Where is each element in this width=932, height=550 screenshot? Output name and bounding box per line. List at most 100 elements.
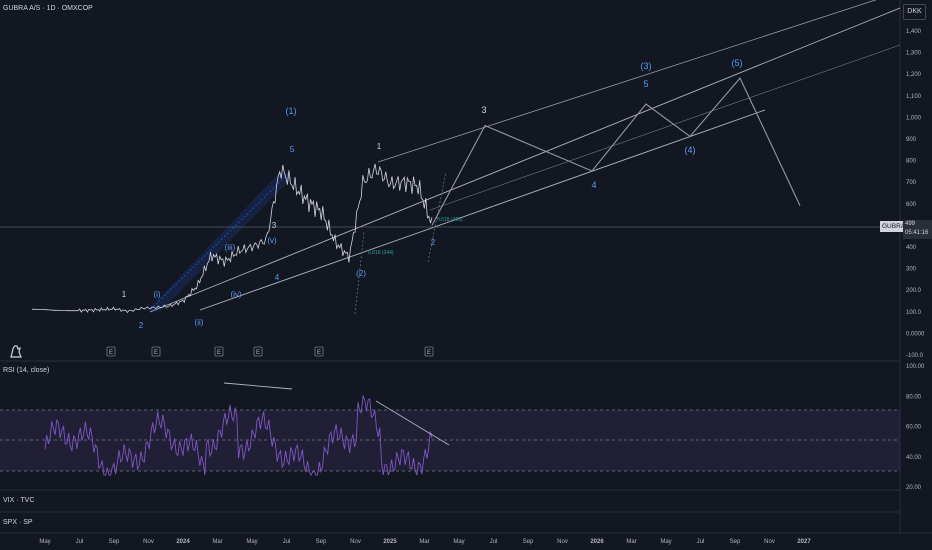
wave-label: 1: [377, 142, 382, 151]
rsi-tick-label: 40.00: [906, 455, 922, 461]
wave-label: 2: [139, 321, 144, 330]
price-tick-label: 1,300: [906, 51, 922, 57]
price-tick-label: 1,100: [906, 94, 922, 100]
tradingview-logo-icon[interactable]: [8, 343, 24, 359]
wave-label: (v): [267, 236, 277, 245]
event-marker-label: E: [317, 350, 321, 356]
time-tick-label: 2027: [797, 539, 811, 545]
price-tick-label: 1,000: [906, 115, 922, 121]
event-marker-label: E: [154, 350, 158, 356]
price-line: [31, 163, 433, 314]
price-tick-label: 900: [906, 137, 917, 143]
time-tick-label: Sep: [523, 539, 534, 545]
price-tick-label: 100.0: [906, 310, 922, 316]
projection-label: 5: [643, 79, 648, 89]
time-tick-label: Nov: [143, 539, 154, 545]
impulse-channel-fill: [148, 172, 292, 312]
time-tick-label: 2024: [176, 539, 190, 545]
event-marker-label: E: [427, 350, 431, 356]
rsi-line: [44, 394, 433, 477]
fib-annotation: 0.618 (344): [368, 250, 394, 256]
vix-title: VIX · TVC: [3, 497, 35, 504]
fib-dashed-line-1: [354, 231, 365, 315]
price-tick-label: 800: [906, 159, 917, 165]
event-marker-label: E: [109, 350, 113, 356]
chart-title: GUBRA A/S · 1D · OMXCOP: [3, 5, 93, 12]
time-tick-label: 2025: [383, 539, 397, 545]
wave-label: (ii): [195, 318, 204, 327]
rsi-title: RSI (14, close): [3, 367, 50, 374]
rsi-divergence-1: [223, 382, 293, 390]
countdown-value: 05:41:16: [905, 230, 929, 236]
event-marker[interactable]: [314, 346, 324, 357]
wave-label: (3): [641, 61, 652, 71]
price-tick-label: 300: [906, 267, 917, 273]
impulse-channel-edge: [149, 171, 291, 311]
channel-top-line: [149, 7, 901, 313]
price-tick-label: 700: [906, 180, 917, 186]
rsi-tick-label: 20.00: [906, 485, 922, 491]
wave-label: 4: [275, 273, 280, 282]
last-price-badge: 499 05:41:16: [903, 220, 932, 239]
wave-label: (iv): [230, 290, 241, 299]
time-tick-label: Mar: [212, 539, 222, 545]
rsi-tick-label: 60.00: [906, 425, 922, 431]
price-tick-label: 1,400: [906, 29, 922, 35]
spx-title: SPX · SP: [3, 519, 33, 526]
projection-label: 4: [591, 180, 596, 190]
price-tick-label: 1,200: [906, 72, 922, 78]
event-marker[interactable]: [214, 346, 224, 357]
time-tick-label: Jul: [76, 539, 84, 545]
event-marker[interactable]: [106, 346, 116, 357]
time-tick-label: May: [453, 539, 464, 545]
time-tick-label: Sep: [730, 539, 741, 545]
time-tick-label: Sep: [109, 539, 120, 545]
event-marker-label: E: [256, 350, 260, 356]
time-tick-label: May: [246, 539, 257, 545]
time-tick-label: May: [660, 539, 671, 545]
price-tick-label: 0.0000: [906, 331, 925, 337]
event-marker[interactable]: [253, 346, 263, 357]
last-price-value: 499: [905, 221, 916, 227]
rsi-tick-label: 100.00: [906, 364, 925, 370]
price-tick-label: 600: [906, 202, 917, 208]
time-tick-label: Jul: [697, 539, 705, 545]
projection-label: (5): [732, 58, 743, 68]
channel-upper-line: [377, 0, 877, 163]
event-marker[interactable]: [151, 346, 161, 357]
currency-badge[interactable]: DKK: [903, 4, 926, 20]
wave-label: 3: [272, 221, 277, 230]
time-tick-label: May: [39, 539, 50, 545]
time-tick-label: Jul: [283, 539, 291, 545]
time-tick-label: Mar: [626, 539, 636, 545]
wave-label: (iii): [225, 243, 236, 252]
fib-annotation: 0.618 (460): [437, 217, 463, 223]
channel-lower-line: [199, 109, 766, 311]
time-tick-label: Jul: [490, 539, 498, 545]
time-tick-label: Sep: [316, 539, 327, 545]
event-marker-label: E: [217, 350, 221, 356]
fib-dashed-line-2: [427, 171, 447, 263]
price-tick-label: -100.0: [906, 353, 924, 359]
wave-label: 1: [122, 290, 127, 299]
wave-label: (1): [286, 106, 297, 116]
wave-label: 2: [431, 238, 436, 247]
price-tick-label: 200.0: [906, 288, 922, 294]
channel-middle-line: [429, 44, 901, 211]
rsi-tick-label: 80.00: [906, 394, 922, 400]
rsi-band: [0, 410, 900, 471]
wave-label: (2): [356, 269, 366, 278]
projection-label: (4): [685, 145, 696, 155]
rsi-divergence-2: [375, 400, 450, 446]
projection-label: 3: [481, 105, 486, 115]
time-tick-label: Nov: [557, 539, 568, 545]
time-tick-label: Nov: [764, 539, 775, 545]
time-tick-label: Nov: [350, 539, 361, 545]
price-tick-label: 400: [906, 245, 917, 251]
event-marker[interactable]: [424, 346, 434, 357]
projection-path: [431, 77, 801, 226]
symbol-price-tag: GUBRA: [880, 221, 908, 232]
wave-label: (i): [153, 290, 160, 299]
wave-label: 5: [290, 145, 295, 154]
